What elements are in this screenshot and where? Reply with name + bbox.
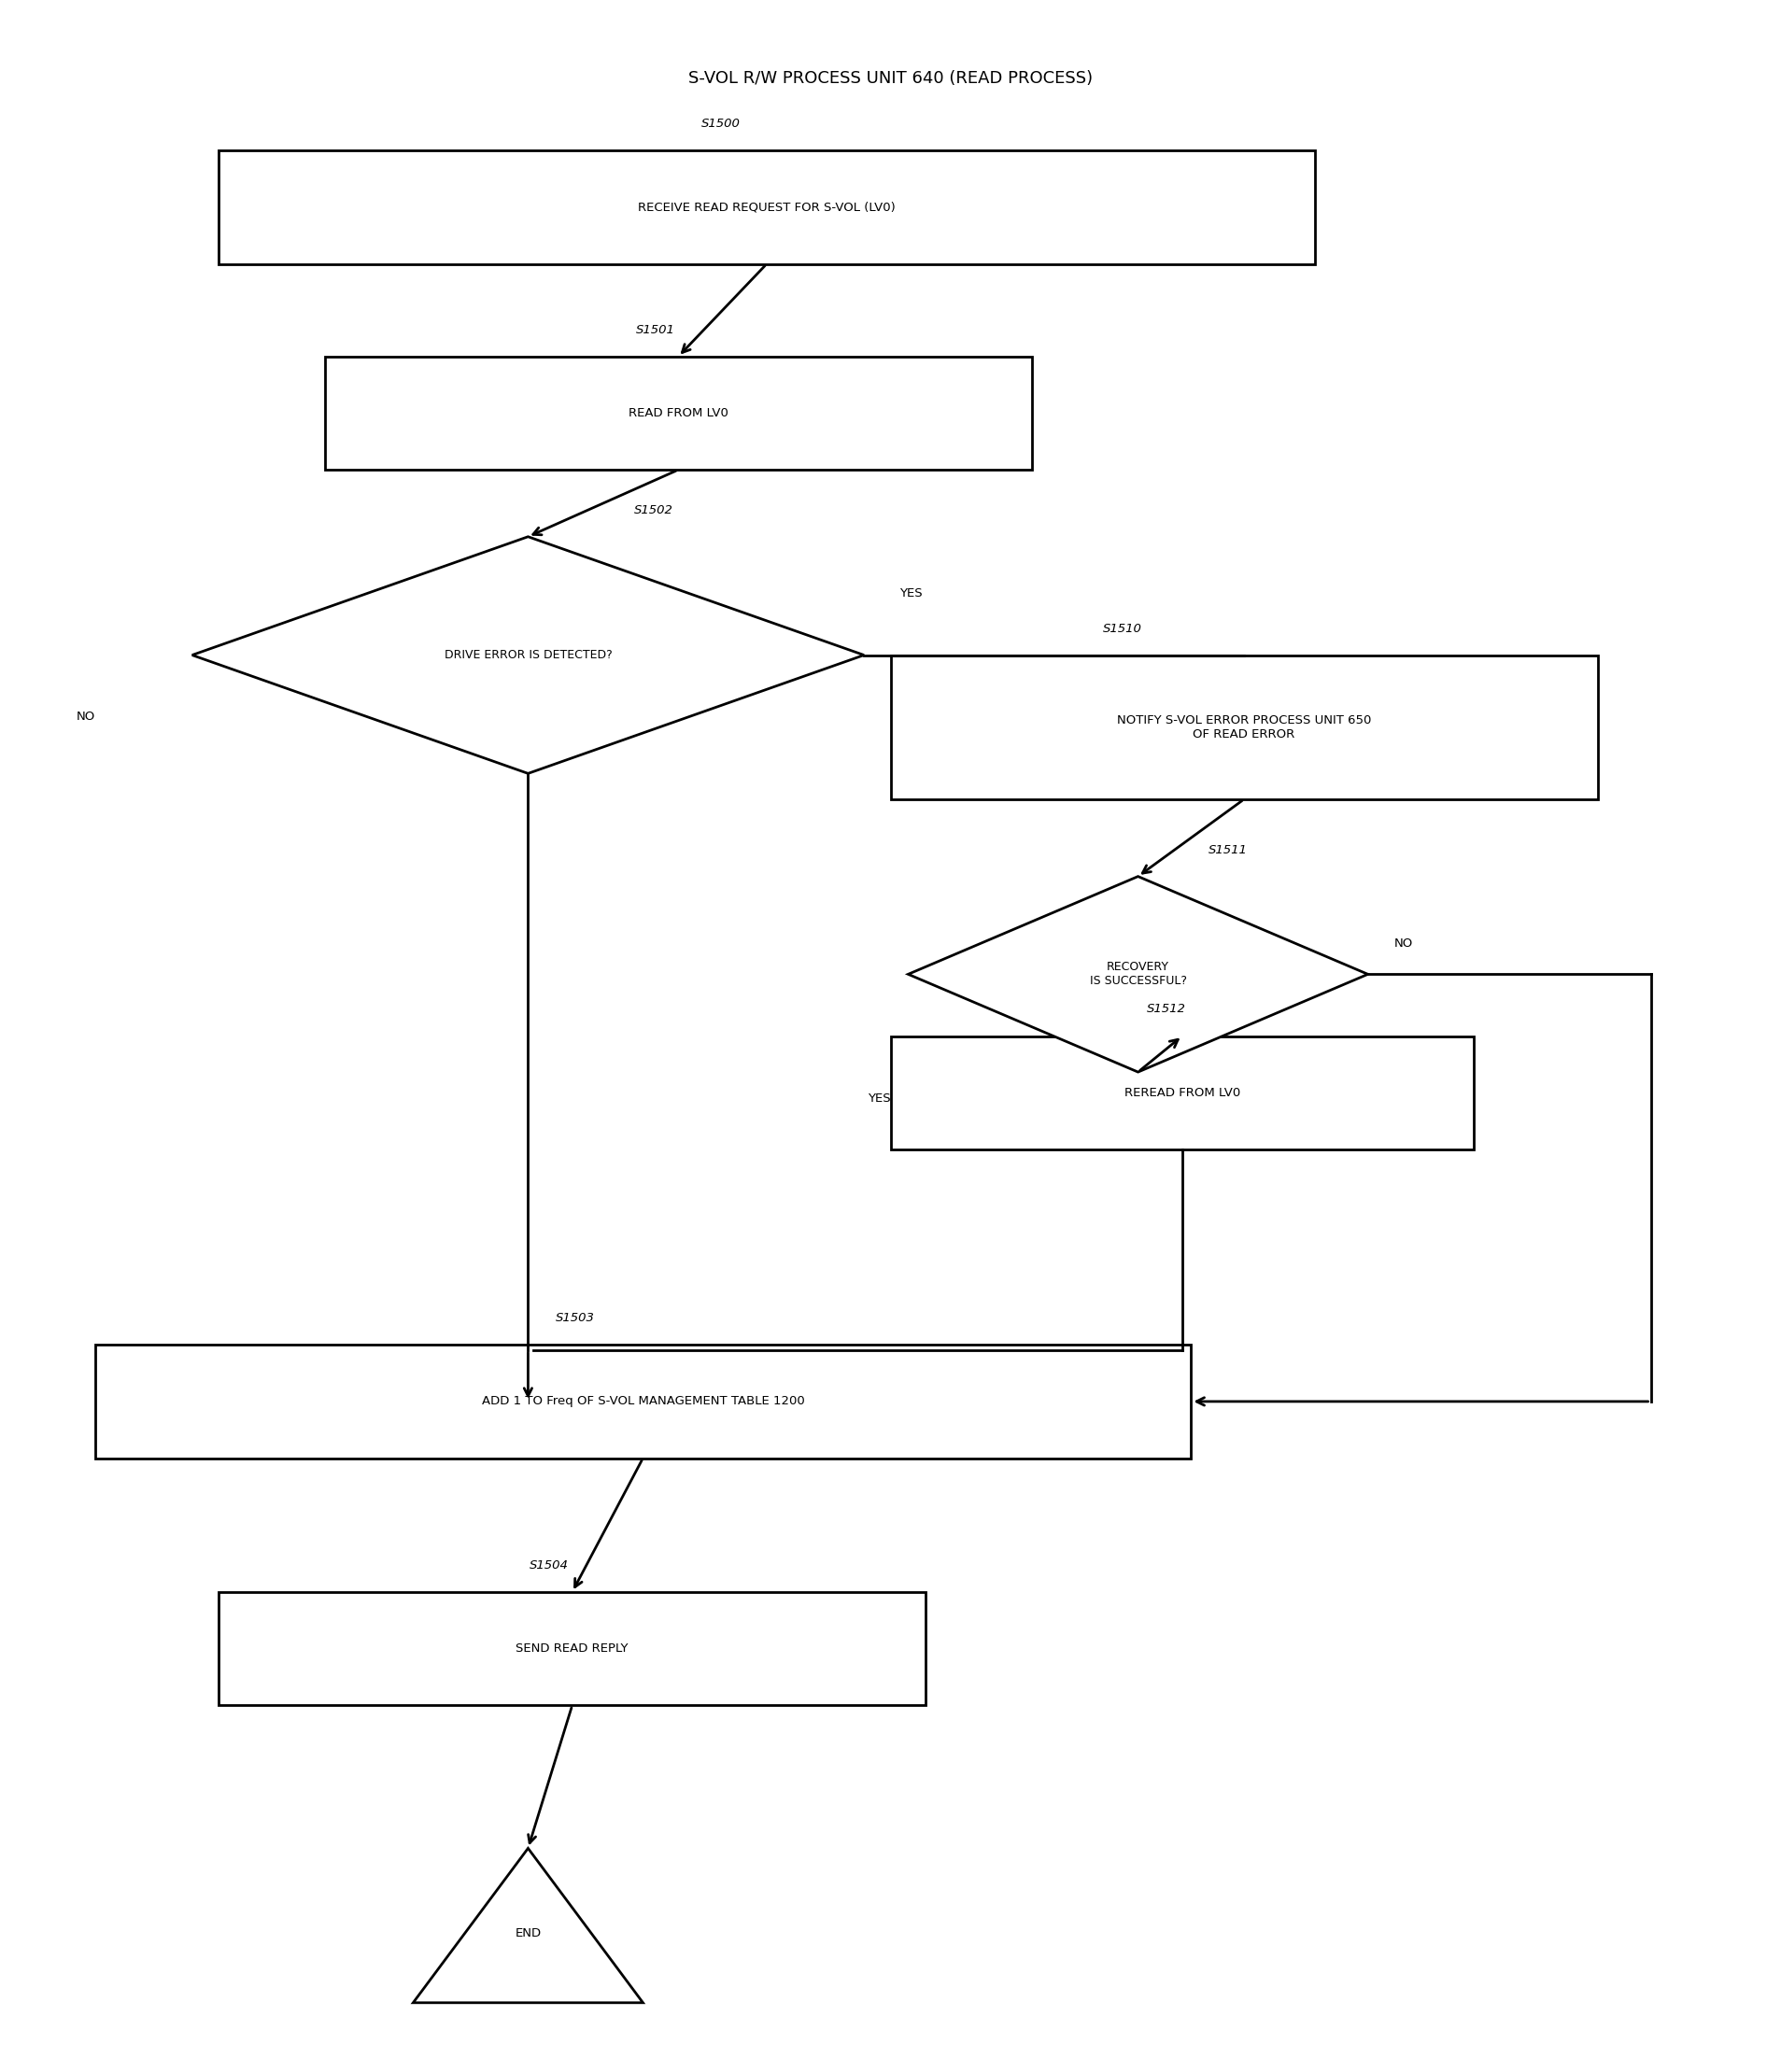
Polygon shape (908, 876, 1368, 1071)
Text: YES: YES (867, 1092, 890, 1104)
Bar (890, 1036, 1475, 1150)
Text: READ FROM LV0: READ FROM LV0 (629, 406, 728, 419)
Text: RECEIVE READ REQUEST FOR S-VOL (LV0): RECEIVE READ REQUEST FOR S-VOL (LV0) (638, 201, 896, 213)
Text: REREAD FROM LV0: REREAD FROM LV0 (1124, 1086, 1240, 1098)
Text: S1510: S1510 (1102, 622, 1142, 634)
Text: NO: NO (77, 711, 96, 723)
Text: S1503: S1503 (556, 1312, 595, 1324)
Text: S-VOL R/W PROCESS UNIT 640 (READ PROCESS): S-VOL R/W PROCESS UNIT 640 (READ PROCESS… (687, 70, 1094, 87)
Polygon shape (413, 1848, 643, 2004)
Text: S1500: S1500 (702, 118, 741, 131)
Text: S1502: S1502 (634, 503, 673, 516)
Text: NO: NO (1395, 937, 1414, 949)
Polygon shape (192, 537, 864, 773)
Bar (324, 356, 1031, 470)
Text: RECOVERY
IS SUCCESSFUL?: RECOVERY IS SUCCESSFUL? (1090, 961, 1186, 986)
Text: S1512: S1512 (1147, 1003, 1186, 1015)
Bar (890, 655, 1598, 800)
Bar (94, 1345, 1191, 1459)
Text: SEND READ REPLY: SEND READ REPLY (516, 1643, 629, 1656)
Text: END: END (515, 1927, 541, 1939)
Text: YES: YES (899, 586, 923, 599)
Text: ADD 1 TO Freq OF S-VOL MANAGEMENT TABLE 1200: ADD 1 TO Freq OF S-VOL MANAGEMENT TABLE … (481, 1394, 805, 1407)
Text: NOTIFY S-VOL ERROR PROCESS UNIT 650
OF READ ERROR: NOTIFY S-VOL ERROR PROCESS UNIT 650 OF R… (1117, 715, 1371, 740)
Text: S1511: S1511 (1209, 843, 1248, 856)
Bar (219, 1591, 926, 1705)
Text: S1504: S1504 (529, 1560, 568, 1571)
Text: S1501: S1501 (636, 323, 675, 336)
Bar (219, 151, 1314, 263)
Text: DRIVE ERROR IS DETECTED?: DRIVE ERROR IS DETECTED? (443, 649, 613, 661)
